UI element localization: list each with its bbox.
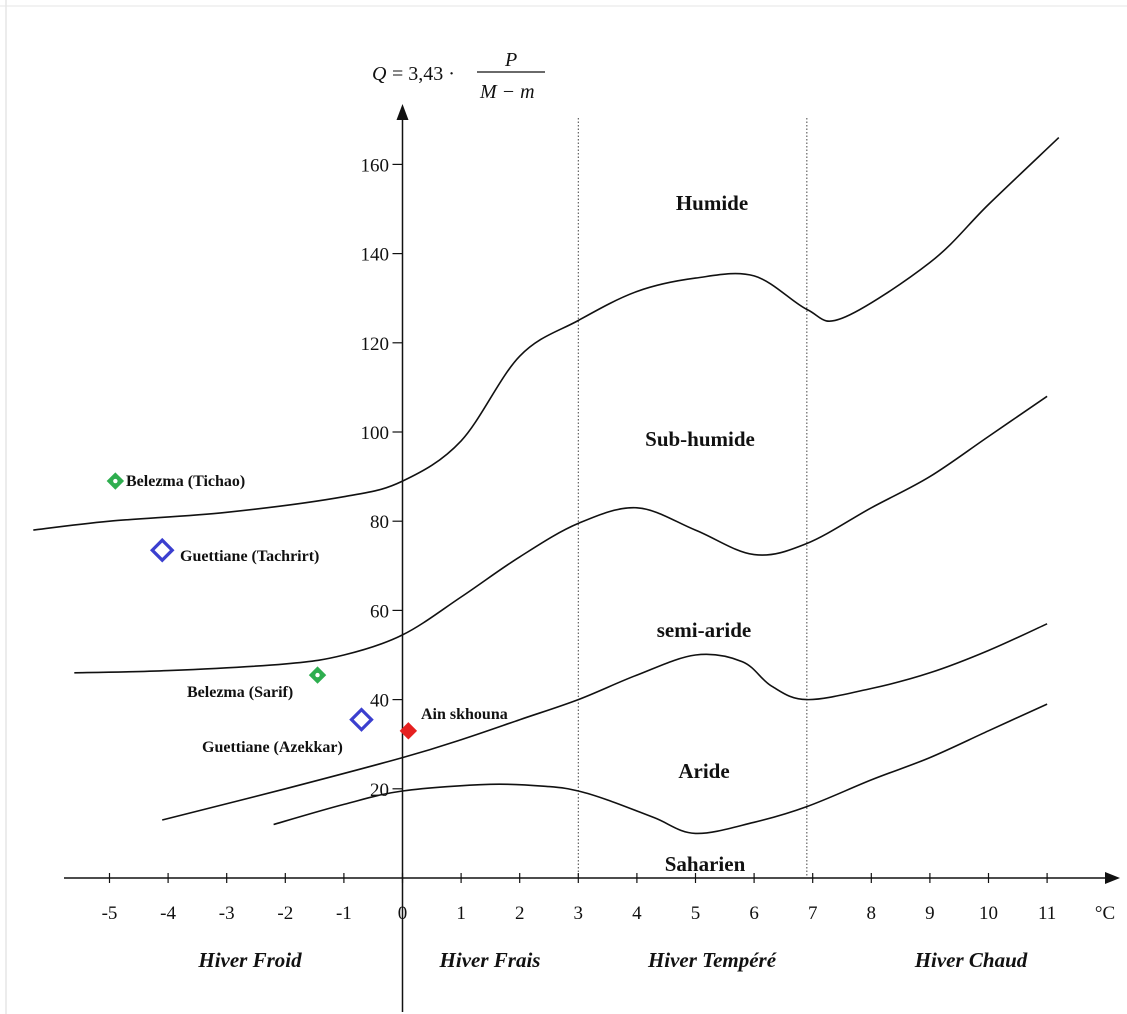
station-labels: Belezma (Tichao) Guettiane (Tachrirt) Be… [126,473,508,756]
x-tick-label: -4 [160,903,176,924]
x-tick-label: -5 [102,903,118,924]
boundary-curve-2 [74,395,1048,674]
station-label-ain-skhouna: Ain skhouna [421,706,508,723]
y-tick-label: 160 [361,155,390,176]
zone-label-semi-aride: semi-aride [657,618,751,642]
point-center-belezma-tichao [113,478,118,484]
y-tick-label: 120 [361,334,390,355]
x-tick-label: 4 [632,903,642,924]
x-tick-label: 9 [925,903,935,924]
x-tick-label: 1 [456,903,466,924]
formula: Q = 3,43 · P M − m [372,49,545,103]
x-tick-label: 2 [515,903,525,924]
y-axis-arrow [396,104,409,120]
station-label-guettiane-azekkar: Guettiane (Azekkar) [202,739,343,756]
x-tick-label: 0 [398,903,408,924]
x-axis-arrow [1105,872,1120,884]
formula-eq: = 3,43 · [392,63,455,85]
formula-denominator: M − m [479,81,535,103]
station-label-belezma-tichao: Belezma (Tichao) [126,473,245,490]
x-tick-label: 7 [808,903,818,924]
zone-label-humide: Humide [676,191,748,215]
x-tick-label: -1 [336,903,352,924]
station-label-guettiane-tachrirt: Guettiane (Tachrirt) [180,548,319,565]
station-label-belezma-sarif: Belezma (Sarif) [187,684,293,701]
boundary-curve-4 [273,703,1048,835]
station-points [106,472,418,740]
period-label-hiver-chaud: Hiver Chaud [914,948,1028,972]
zone-label-sub-humide: Sub-humide [645,427,755,451]
y-tick-label: 100 [361,423,390,444]
x-axis-unit: °C [1095,903,1115,924]
boundary-curve-1 [33,137,1060,531]
period-label-hiver-froid: Hiver Froid [197,948,302,972]
point-ain-skhouna [399,722,418,740]
period-label-hiver-frais: Hiver Frais [439,948,541,972]
y-ticks: 20 40 60 80 100 120 140 160 [361,155,403,801]
x-tick-label: 5 [691,903,701,924]
zone-labels: Humide Sub-humide semi-aride Aride Sahar… [645,191,755,876]
x-tick-label: 10 [979,903,998,924]
y-tick-label: 140 [361,245,390,266]
point-guettiane-azekkar [349,707,374,732]
x-tick-label: 3 [574,903,584,924]
x-ticks: -5 -4 -3 -2 -1 0 1 2 3 4 5 6 7 8 9 10 11 °C [102,873,1115,924]
point-center-belezma-sarif [315,672,320,678]
formula-lhs: Q [372,63,387,85]
x-tick-label: 6 [749,903,759,924]
x-tick-label: -3 [219,903,235,924]
x-tick-label: -2 [277,903,293,924]
period-labels: Hiver Froid Hiver Frais Hiver Tempéré Hi… [197,948,1027,972]
y-tick-label: 40 [370,691,389,712]
y-tick-label: 80 [370,512,389,533]
boundary-curves [33,137,1060,835]
axes [64,104,1120,1012]
zone-label-aride: Aride [678,759,729,783]
period-label-hiver-tempere: Hiver Tempéré [647,948,777,972]
boundary-curve-3 [162,623,1048,821]
zone-label-saharien: Saharien [665,852,746,876]
y-tick-label: 20 [370,780,389,801]
x-tick-label: 11 [1038,903,1056,924]
formula-numerator: P [504,49,517,71]
divider-lines [577,118,808,878]
y-tick-label: 60 [370,601,389,622]
point-guettiane-tachrirt [149,537,175,563]
x-tick-label: 8 [867,903,877,924]
